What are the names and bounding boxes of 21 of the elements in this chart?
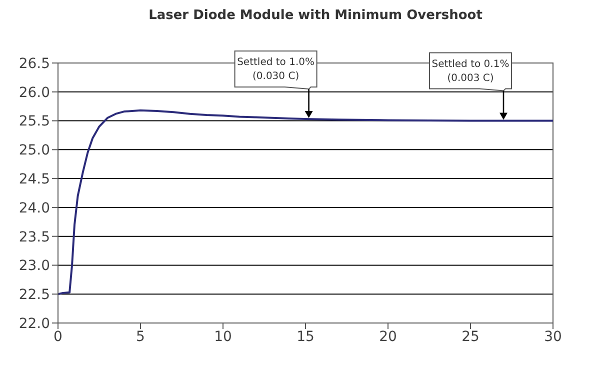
y-tick-label: 24.0	[18, 200, 50, 216]
x-tick-label: 10	[214, 328, 232, 345]
y-tick-label: 23.5	[18, 229, 50, 246]
y-tick-label: 24.5	[18, 172, 50, 188]
y-tick-label: 22.5	[18, 287, 50, 304]
annotation: Settled to 1.0% (0.030 C)	[237, 57, 315, 82]
y-tick-label: 23.0	[18, 258, 50, 274]
y-tick-label: 22.0	[18, 316, 50, 332]
y-tick-label: 26.5	[18, 56, 50, 72]
x-tick-label: 0	[54, 328, 62, 345]
x-tick-label: 20	[379, 328, 397, 345]
annotation: Settled to 0.1% (0.003 C)	[432, 58, 510, 84]
x-tick-label: 25	[462, 328, 480, 345]
x-tick-label: 30	[544, 328, 562, 345]
chart-title: Laser Diode Module with Minimum Overshoot	[148, 8, 484, 23]
y-tick-label: 25.0	[18, 142, 50, 159]
y-tick-label: 25.5	[18, 114, 50, 130]
y-tick-label: 26.0	[18, 84, 50, 101]
x-tick-label: 15	[296, 328, 314, 345]
x-tick-label: 5	[136, 328, 145, 345]
line-series	[58, 109, 553, 296]
